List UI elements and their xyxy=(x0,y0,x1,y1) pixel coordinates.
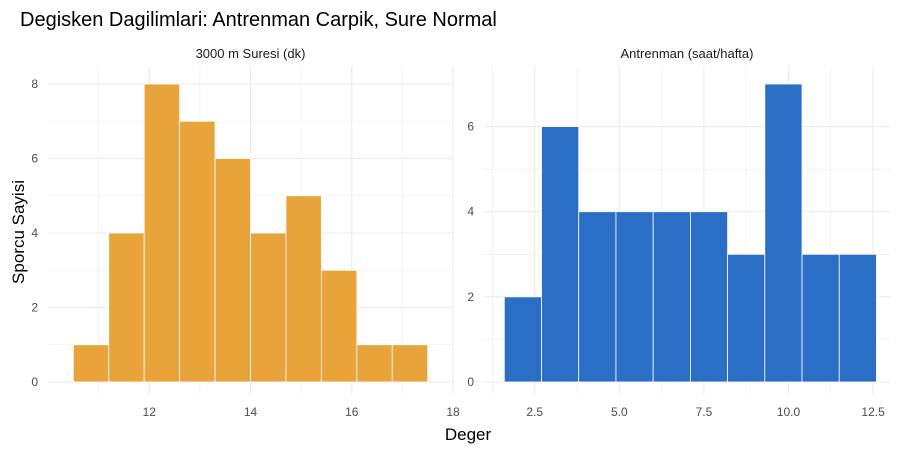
facet-title: Antrenman (saat/hafta) xyxy=(621,46,754,61)
histogram-bar-2-1 xyxy=(503,296,542,383)
y-tick-label: 2 xyxy=(467,290,474,304)
histogram-bar-2-2 xyxy=(541,126,580,383)
x-tick-label: 16 xyxy=(345,405,359,419)
x-tick-label: 14 xyxy=(244,405,258,419)
y-tick-label: 0 xyxy=(467,375,474,389)
x-tick-label: 2.5 xyxy=(526,405,543,419)
facet-panel-2: Antrenman (saat/hafta) 0 2 4 6 2.5 5.0 7.5 10.0 1… xyxy=(467,46,890,419)
x-tick-label: 12.5 xyxy=(861,405,885,419)
histogram-bar-1-8 xyxy=(320,269,358,383)
y-tick-label: 4 xyxy=(31,226,38,240)
histogram-bar-1-6 xyxy=(250,232,287,383)
y-tick-label: 6 xyxy=(31,152,38,166)
x-tick-label: 10.0 xyxy=(777,405,801,419)
histogram-bar-2-4 xyxy=(615,211,654,383)
histogram-bar-1-3 xyxy=(143,83,181,383)
histogram-bar-1-2 xyxy=(108,232,145,383)
histogram-bar-2-6 xyxy=(689,211,729,383)
histogram-bar-1-1 xyxy=(72,344,110,383)
histogram-bar-1-10 xyxy=(391,344,429,383)
histogram-bar-1-5 xyxy=(214,158,251,383)
y-tick-label: 8 xyxy=(31,77,38,91)
facet-panel-1: 3000 m Suresi (dk) 0 2 4 6 8 12 14 16 18 xyxy=(31,46,460,419)
y-tick-label: 0 xyxy=(31,375,38,389)
y-tick-label: 6 xyxy=(467,120,474,134)
x-axis-label: Deger xyxy=(445,425,492,444)
facet-panels: 3000 m Suresi (dk) 0 2 4 6 8 12 14 16 18 Antrenman… xyxy=(31,46,890,419)
histogram-bar-2-7 xyxy=(727,253,766,383)
x-tick-label: 7.5 xyxy=(696,405,713,419)
y-tick-label: 2 xyxy=(31,301,38,315)
y-axis-label: Sporcu Sayisi xyxy=(9,180,28,284)
histogram-bar-1-7 xyxy=(285,195,322,383)
x-tick-label: 5.0 xyxy=(611,405,628,419)
x-tick-label: 18 xyxy=(446,405,460,419)
histogram-bar-1-9 xyxy=(356,344,393,383)
x-tick-label: 12 xyxy=(143,405,157,419)
histogram-bar-2-9 xyxy=(801,253,840,383)
y-tick-label: 4 xyxy=(467,205,474,219)
histogram-bar-1-4 xyxy=(179,120,216,383)
histogram-bar-2-3 xyxy=(578,211,617,383)
histogram-bar-2-10 xyxy=(838,253,877,383)
chart-title: Degisken Dagilimlari: Antrenman Carpik, … xyxy=(20,9,497,31)
histogram-bar-2-5 xyxy=(652,211,691,383)
histogram-bar-2-8 xyxy=(764,83,803,383)
facet-title: 3000 m Suresi (dk) xyxy=(196,46,306,61)
